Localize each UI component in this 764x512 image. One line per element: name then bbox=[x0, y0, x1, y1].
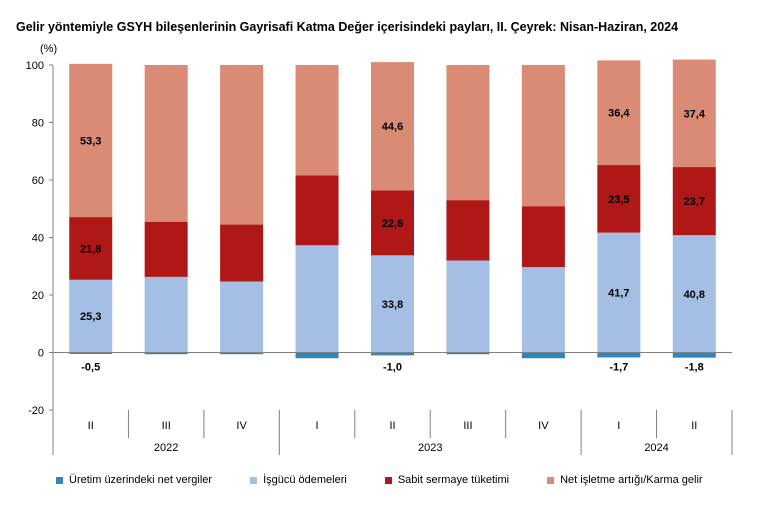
bar-segment bbox=[371, 190, 414, 256]
bar-segment bbox=[521, 267, 565, 353]
legend-label: Üretim üzerindeki net vergiler bbox=[69, 474, 213, 486]
data-label: -1,8 bbox=[685, 362, 704, 374]
bar-segment bbox=[220, 224, 264, 282]
bar-segment bbox=[672, 235, 716, 353]
bar-segment bbox=[295, 245, 339, 353]
category-label: I bbox=[617, 420, 620, 432]
legend-swatch bbox=[384, 476, 392, 484]
legend-item: Sabit sermaye tüketimi bbox=[384, 474, 510, 486]
y-axis-label: (%) bbox=[40, 43, 57, 55]
bar-segment bbox=[597, 165, 641, 233]
bar-segment bbox=[672, 352, 716, 358]
bar-segment bbox=[69, 352, 113, 354]
category-label: II bbox=[691, 420, 697, 432]
data-label: -1,7 bbox=[609, 362, 628, 374]
data-label: 22,6 bbox=[382, 218, 403, 230]
bar-segment bbox=[144, 221, 188, 277]
category-label: IV bbox=[538, 420, 549, 432]
bar-segment bbox=[371, 62, 414, 191]
data-label: 33,8 bbox=[382, 299, 403, 311]
legend: Üretim üzerindeki net vergiler İşgücü öde… bbox=[56, 474, 741, 486]
bar-segment bbox=[220, 352, 264, 355]
bar-segment bbox=[597, 60, 641, 166]
bar-segment bbox=[446, 260, 490, 353]
legend-item: Üretim üzerindeki net vergiler bbox=[56, 474, 212, 486]
bar-segment bbox=[597, 232, 641, 353]
y-tick-label: 80 bbox=[32, 118, 44, 130]
bar-segment bbox=[295, 65, 339, 176]
bar-segment bbox=[220, 65, 264, 225]
category-label: II bbox=[88, 420, 94, 432]
bar-segment bbox=[69, 279, 113, 353]
data-label: 37,4 bbox=[684, 108, 706, 120]
bar-segment bbox=[144, 65, 188, 222]
legend-swatch bbox=[250, 476, 258, 484]
chart-title: Gelir yöntemiyle GSYH bileşenlerinin Gay… bbox=[16, 20, 679, 34]
y-tick-label: 0 bbox=[38, 348, 44, 360]
legend-swatch bbox=[56, 476, 63, 484]
legend-label: İşgücü ödemeleri bbox=[263, 474, 347, 486]
data-label: 44,6 bbox=[382, 121, 403, 133]
legend-label: Sabit sermaye tüketimi bbox=[397, 474, 510, 486]
bar-segment bbox=[371, 255, 414, 353]
data-label: 53,3 bbox=[80, 135, 101, 147]
category-label: I bbox=[316, 420, 319, 432]
data-label: 21,8 bbox=[80, 243, 101, 255]
bar-segment bbox=[371, 352, 414, 356]
category-label: IV bbox=[236, 420, 247, 432]
bar-segment bbox=[295, 352, 339, 359]
legend-item: İşgücü ödemeleri bbox=[250, 474, 347, 486]
data-label: -1,0 bbox=[383, 362, 402, 374]
category-label: III bbox=[162, 420, 171, 432]
bar-segment bbox=[446, 200, 490, 261]
year-label: 2022 bbox=[154, 442, 178, 454]
category-label: III bbox=[463, 420, 472, 432]
legend-item: Net işletme artığı/Karma gelir bbox=[547, 474, 703, 486]
data-label: 23,5 bbox=[608, 194, 629, 206]
data-label: 41,7 bbox=[608, 288, 629, 300]
year-label: 2023 bbox=[418, 442, 442, 454]
bar-segment bbox=[69, 217, 113, 280]
data-label: -0,5 bbox=[81, 362, 100, 374]
y-tick-label: 60 bbox=[32, 175, 44, 187]
data-label: 25,3 bbox=[80, 311, 101, 323]
category-label: II bbox=[389, 420, 395, 432]
y-tick-label: 40 bbox=[32, 233, 44, 245]
y-tick-label: -20 bbox=[28, 405, 44, 417]
bar-segment bbox=[144, 352, 188, 355]
y-tick-label: 20 bbox=[32, 290, 44, 302]
bar-segment bbox=[446, 65, 490, 201]
y-tick-label: 100 bbox=[26, 60, 44, 72]
bar-segment bbox=[521, 65, 565, 207]
data-label: 40,8 bbox=[684, 289, 705, 301]
bar-segment bbox=[521, 206, 565, 268]
legend-label: Net işletme artığı/Karma gelir bbox=[560, 474, 703, 486]
bar-segment bbox=[597, 352, 641, 358]
bar-segment bbox=[144, 276, 188, 353]
bar-segment bbox=[672, 59, 716, 168]
bar-segment bbox=[672, 167, 716, 236]
bar-segment bbox=[295, 175, 339, 246]
bar-segment bbox=[69, 63, 113, 218]
data-label: 36,4 bbox=[608, 108, 630, 120]
data-label: 23,7 bbox=[684, 196, 705, 208]
legend-swatch bbox=[547, 476, 555, 484]
bar-segment bbox=[446, 352, 490, 355]
bar-segment bbox=[521, 352, 565, 359]
year-label: 2024 bbox=[644, 442, 668, 454]
bar-segment bbox=[220, 281, 264, 353]
